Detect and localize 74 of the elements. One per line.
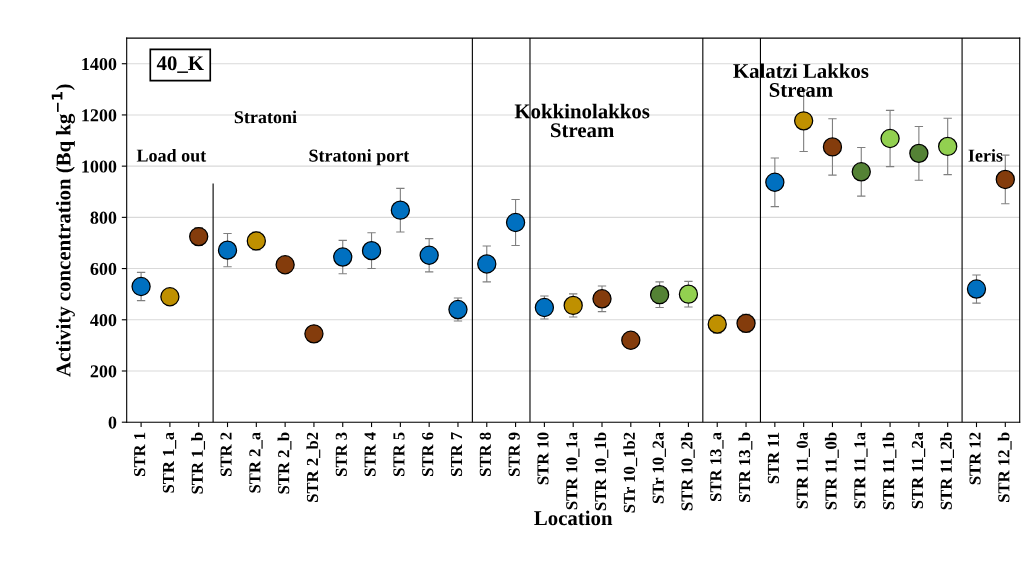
x-tick-label: STR 2_b bbox=[277, 432, 292, 494]
point bbox=[592, 289, 612, 309]
x-tick-label: STR 5 bbox=[393, 432, 405, 476]
point bbox=[390, 200, 411, 220]
y-tick-label: 400 bbox=[90, 314, 117, 327]
x-tick-label: STR 11_0b bbox=[824, 432, 839, 510]
x-tick-label: STR 11_2a bbox=[911, 432, 926, 509]
point bbox=[851, 162, 871, 182]
point bbox=[419, 245, 439, 265]
x-tick-label: STR 6 bbox=[422, 432, 434, 476]
y-tick-label: 1400 bbox=[82, 57, 117, 71]
point bbox=[765, 172, 785, 192]
y-tick-label: 200 bbox=[90, 365, 117, 378]
point bbox=[477, 254, 497, 274]
x-tick-label: STr 10_2a bbox=[652, 432, 666, 504]
point bbox=[160, 287, 180, 307]
x-tick-label: STR 11_0a bbox=[796, 432, 810, 509]
y-tick-label: 0 bbox=[108, 416, 117, 429]
x-tick-label: STR 10_1b bbox=[594, 432, 609, 511]
x-tick-label: STR 1_a bbox=[162, 432, 177, 493]
point bbox=[966, 279, 987, 299]
x-tick-label: STR 2_a bbox=[249, 432, 263, 493]
x-tick-label: STR 11_1a bbox=[854, 432, 868, 509]
y-axis-title: Activity concentration (Bq kg$^{−1}$) bbox=[51, 84, 75, 377]
y-tick-label: 800 bbox=[90, 211, 117, 224]
annotation: 40_K bbox=[156, 56, 204, 73]
point bbox=[736, 313, 756, 334]
point bbox=[275, 255, 295, 275]
x-tick-label: STR 10_1a bbox=[566, 432, 580, 510]
x-tick-label: STR 3 bbox=[335, 432, 347, 476]
x-tick-label: STr 10_1b2 bbox=[623, 432, 638, 513]
point bbox=[621, 330, 641, 350]
x-tick-label: STR 7 bbox=[450, 432, 463, 476]
x-tick-label: STR 11 bbox=[767, 432, 780, 484]
point bbox=[131, 276, 151, 297]
point bbox=[995, 169, 1015, 190]
x-tick-label: STR 13_a bbox=[710, 432, 724, 501]
point bbox=[361, 240, 382, 261]
x-tick-label: STR 13_b bbox=[738, 432, 753, 502]
x-tick-label: STR 9 bbox=[508, 432, 520, 476]
annotation: Stratoni bbox=[234, 110, 297, 124]
point bbox=[938, 136, 958, 157]
x-tick-label: STR 11_1b bbox=[882, 432, 897, 510]
x-tick-label: STR 2_b2 bbox=[306, 432, 321, 502]
x-tick-label: STR 2 bbox=[220, 432, 232, 476]
y-tick-label: 600 bbox=[90, 262, 117, 276]
x-tick-label: STR 1_b bbox=[191, 432, 206, 494]
y-tick-label: 1000 bbox=[82, 160, 117, 173]
x-axis-title: Location bbox=[534, 510, 613, 526]
x-tick-label: STR 1 bbox=[134, 432, 146, 476]
annotation: Load out bbox=[136, 149, 207, 162]
x-tick-label: STR 8 bbox=[479, 432, 491, 476]
point bbox=[909, 143, 929, 164]
point bbox=[880, 128, 900, 149]
point bbox=[333, 247, 353, 267]
x-tick-label: STR 11_2b bbox=[940, 432, 955, 510]
point bbox=[505, 212, 526, 233]
point bbox=[217, 240, 238, 260]
point bbox=[678, 284, 699, 304]
y-tick-label: 1200 bbox=[82, 109, 117, 122]
x-tick-label: STR 10_2b bbox=[680, 432, 695, 511]
x-tick-label: STR 12 bbox=[969, 432, 981, 485]
x-tick-label: STR 4 bbox=[364, 432, 376, 476]
point bbox=[304, 324, 324, 344]
x-tick-label: STR 12_b bbox=[997, 432, 1012, 502]
point bbox=[649, 285, 670, 305]
point bbox=[822, 137, 843, 157]
point bbox=[448, 299, 468, 320]
point bbox=[793, 111, 814, 131]
point bbox=[563, 295, 583, 316]
x-tick-label: STR 10 bbox=[537, 432, 549, 485]
annotation: Stratoni port bbox=[309, 149, 410, 166]
annotation: Ieris bbox=[968, 149, 1003, 162]
point bbox=[534, 297, 555, 318]
